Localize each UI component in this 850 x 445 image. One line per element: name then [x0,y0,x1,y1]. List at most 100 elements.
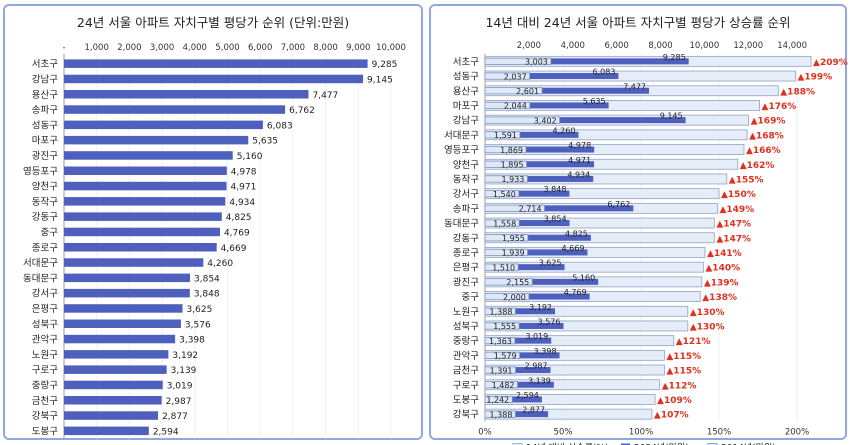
growth-rate-label: ▲139% [704,278,739,288]
bar-2014 [484,204,545,212]
category-label: 도봉구 [32,426,58,437]
growth-rate-label: ▲112% [662,381,697,391]
growth-rate-label: ▲147% [716,234,751,244]
growth-rate-label: ▲109% [657,396,692,406]
bar-2024 [485,234,591,241]
value-label-2014: 2,000 [503,293,526,302]
category-label: 노원구 [453,307,479,318]
category-label: 중구 [41,227,59,238]
legend-label: 2014년(만원) [721,443,776,445]
growth-chart-title: 14년 대비 24년 서울 아파트 자치구별 평당가 상승률 순위 [485,15,791,30]
bar-2024 [485,322,564,329]
bottom-tick-label: 0% [478,428,492,438]
bar-2024 [485,161,595,168]
category-label: 강서구 [32,289,58,300]
value-label: 5,635 [252,137,278,147]
category-label: 종로구 [453,248,479,259]
category-label: 노원구 [32,350,58,361]
x-tick-label: 3,000 [150,43,174,53]
bar-2024 [64,288,190,298]
bar-2024 [64,380,163,390]
value-label: 3,192 [172,351,198,361]
value-label-2024: 5,635 [583,97,606,106]
bar-2024 [485,220,570,227]
top-tick-label: 2,000 [517,41,541,51]
category-label: 중랑구 [32,379,58,391]
bar-2014 [484,116,561,124]
x-tick-label: 10,000 [376,43,406,53]
bar-2014 [484,263,519,271]
value-label: 9,285 [372,60,398,70]
value-label-2024: 3,019 [525,332,548,341]
value-label: 3,019 [167,381,193,391]
value-label-2014: 3,402 [534,116,557,125]
value-label-2024: 9,285 [663,53,686,62]
value-label: 3,398 [179,336,205,346]
x-tick-label: 4,000 [183,43,207,53]
bar-2024 [64,197,226,206]
category-label: 강동구 [453,233,479,244]
value-label-2014: 1,510 [492,263,515,272]
x-tick-label: 1,000 [85,43,109,53]
category-label: 도봉구 [453,395,479,406]
value-label-2014: 1,555 [493,322,516,331]
value-label-2024: 4,769 [564,288,587,297]
growth-rate-label: ▲141% [707,249,742,259]
legend-swatch-2024 [621,443,630,445]
growth-rate-label: ▲209% [813,58,848,68]
value-label-2014: 1,869 [500,146,523,155]
bar-2014 [484,292,530,301]
bar-2014 [484,101,531,110]
value-label-2024: 2,987 [525,362,548,371]
bar-2014 [484,145,527,154]
x-tick-label: 6,000 [248,43,272,53]
category-label: 양천구 [453,160,479,171]
bar-2014 [484,395,513,404]
value-label-2024: 3,854 [544,215,567,224]
category-label: 성동구 [453,72,479,83]
bar-2014 [484,175,528,183]
growth-rate-label: ▲147% [716,220,751,230]
value-label: 4,825 [226,213,252,223]
growth-rate-label: ▲107% [654,411,689,421]
category-label: 광진구 [453,276,479,288]
value-label-2014: 2,714 [519,205,542,214]
value-label: 4,978 [231,167,257,177]
category-label: 동작구 [453,174,479,185]
bar-2024 [64,258,204,267]
category-label: 구로구 [32,365,58,376]
x-tick-label: 7,000 [281,43,305,53]
bar-2024 [64,166,227,175]
bar-2024 [485,293,590,300]
growth-rate-label: ▲168% [749,131,784,141]
top-tick-label: 10,000 [690,41,720,51]
category-label: 동대문구 [23,273,58,284]
bar-2024 [485,352,560,359]
value-label-2024: 4,971 [568,156,591,165]
growth-chart-panel: 14년 대비 24년 서울 아파트 자치구별 평당가 상승률 순위 2,000 4… [429,4,848,445]
bar-2024 [64,212,222,221]
value-label-2024: 6,762 [607,200,630,209]
bar-2024 [64,105,286,114]
rank-chart-panel: 24년 서울 아파트 자치구별 평당가 순위 (단위:만원) - 1,000 2,0… [3,4,423,440]
legend-swatch-growth [512,443,523,445]
growth-rate-label: ▲140% [705,264,740,274]
bar-2024 [64,59,368,68]
category-label: 관악구 [32,334,58,346]
value-label: 3,576 [185,320,211,330]
bar-2024 [485,117,686,124]
bar-2024 [485,249,588,256]
bar-2014 [484,57,552,65]
value-label-2014: 1,579 [494,352,517,361]
category-label: 관악구 [453,350,479,362]
value-label-2024: 4,669 [562,244,585,253]
category-label: 구로구 [453,380,479,391]
value-label-2014: 1,540 [493,190,516,199]
category-label: 은평구 [32,304,58,315]
value-label-2014: 1,242 [486,396,509,405]
growth-rate-label: ▲115% [666,367,701,377]
value-label-2024: 3,576 [538,317,561,326]
bar-2024 [64,350,169,359]
bar-2024 [485,131,579,138]
bar-2014 [484,337,516,345]
